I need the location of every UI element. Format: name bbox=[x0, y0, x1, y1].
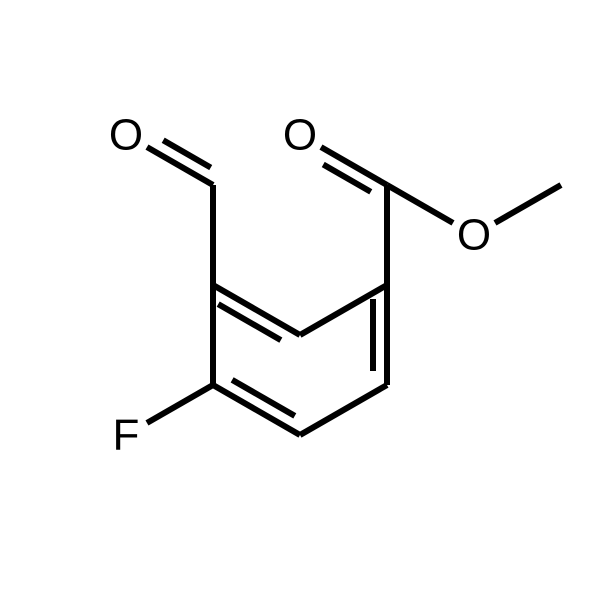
chemical-structure-diagram: O F O O bbox=[0, 0, 600, 600]
atom-label-f: F bbox=[113, 411, 140, 460]
atom-labels-group: O F O O bbox=[109, 111, 491, 460]
atom-label-o: O bbox=[457, 211, 491, 260]
atom-label-o: O bbox=[109, 111, 143, 160]
atom-label-o: O bbox=[283, 111, 317, 160]
bonds-group bbox=[147, 140, 561, 435]
